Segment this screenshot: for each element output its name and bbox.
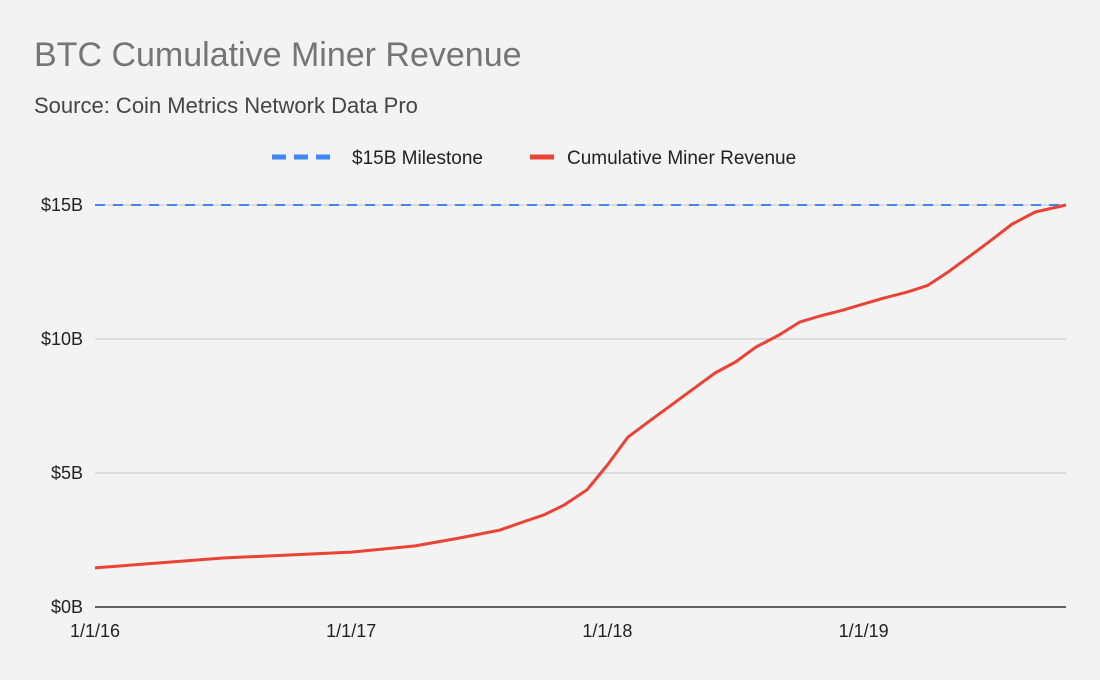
- y-tick-label: $5B: [51, 463, 83, 483]
- x-tick-label: 1/1/17: [326, 621, 376, 641]
- chart-title: BTC Cumulative Miner Revenue: [34, 36, 522, 74]
- legend-label: Cumulative Miner Revenue: [567, 148, 796, 169]
- legend-label: $15B Milestone: [352, 148, 483, 169]
- y-tick-label: $10B: [41, 329, 83, 349]
- y-tick-label: $0B: [51, 597, 83, 617]
- x-tick-label: 1/1/16: [70, 621, 120, 641]
- revenue-line: [94, 203, 1067, 570]
- x-tick-label: 1/1/18: [582, 621, 632, 641]
- y-tick-label: $15B: [41, 195, 83, 215]
- x-tick-label: 1/1/19: [839, 621, 889, 641]
- chart-subtitle: Source: Coin Metrics Network Data Pro: [34, 93, 418, 118]
